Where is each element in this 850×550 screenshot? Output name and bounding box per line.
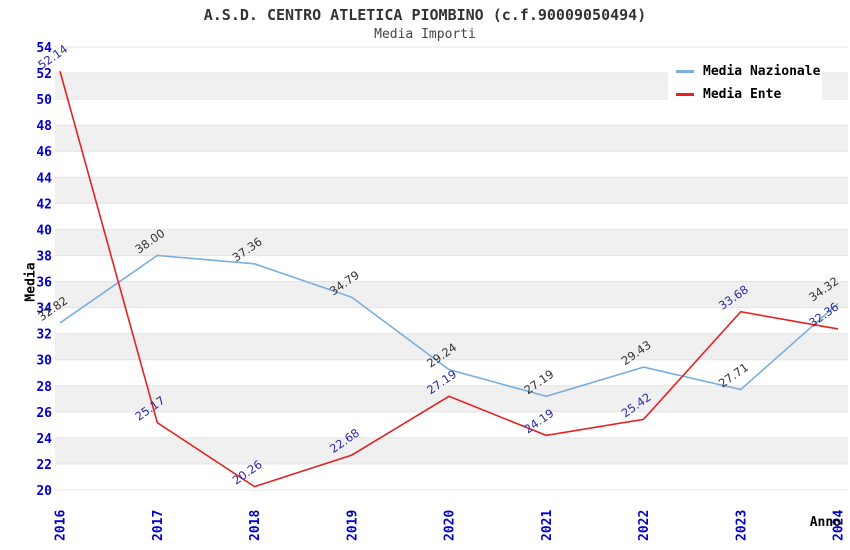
x-tick-label: 2019 bbox=[345, 510, 360, 541]
x-tick-label: 2021 bbox=[540, 510, 555, 541]
legend-swatch-media-ente bbox=[676, 93, 694, 96]
x-tick-label: 2020 bbox=[443, 510, 458, 541]
series-line bbox=[59, 254, 839, 398]
y-tick-label: 34 bbox=[36, 302, 52, 317]
y-tick-label: 40 bbox=[36, 223, 52, 238]
y-tick-label: 28 bbox=[36, 380, 52, 395]
chart-title: A.S.D. CENTRO ATLETICA PIOMBINO (c.f.900… bbox=[203, 6, 647, 24]
y-tick-label: 46 bbox=[36, 145, 52, 160]
plot-band bbox=[55, 255, 848, 282]
plot-band bbox=[55, 151, 848, 178]
plot-band bbox=[55, 203, 848, 230]
plot-band bbox=[55, 411, 848, 438]
y-tick-label: 50 bbox=[36, 93, 52, 108]
y-tick-label: 54 bbox=[36, 41, 52, 56]
plot-band bbox=[55, 359, 848, 386]
plot-band bbox=[55, 437, 848, 464]
plot-band bbox=[55, 385, 848, 412]
y-axis-title: Media bbox=[23, 262, 39, 302]
plot-band bbox=[55, 281, 848, 308]
y-tick-label: 36 bbox=[36, 276, 52, 291]
legend: Media Nazionale Media Ente bbox=[668, 56, 822, 111]
chart-subtitle: Media Importi bbox=[374, 27, 476, 42]
x-tick-label: 2017 bbox=[151, 510, 166, 541]
plot-band bbox=[55, 463, 848, 490]
y-tick-label: 30 bbox=[36, 354, 52, 369]
x-tick-label: 2018 bbox=[248, 510, 263, 541]
legend-label-media-ente: Media Ente bbox=[703, 87, 782, 102]
y-tick-label: 52 bbox=[36, 67, 52, 82]
legend-entry-media-ente: Media Ente bbox=[676, 87, 818, 102]
x-tick-label: 2024 bbox=[832, 510, 847, 541]
plot-band bbox=[55, 125, 848, 152]
y-tick-label: 32 bbox=[36, 328, 52, 343]
y-tick-label: 24 bbox=[36, 432, 52, 447]
legend-swatch-media-nazionale bbox=[676, 70, 694, 73]
plot-band bbox=[55, 229, 848, 256]
plot-band bbox=[55, 333, 848, 360]
x-tick-label: 2022 bbox=[637, 510, 652, 541]
y-tick-label: 42 bbox=[36, 197, 52, 212]
plot-band bbox=[55, 307, 848, 334]
y-tick-label: 48 bbox=[36, 119, 52, 134]
y-tick-label: 20 bbox=[36, 484, 52, 499]
x-tick-label: 2016 bbox=[54, 510, 69, 541]
series-line bbox=[59, 71, 839, 488]
legend-entry-media-nazionale: Media Nazionale bbox=[676, 64, 821, 79]
x-axis-title: Anno bbox=[809, 515, 841, 530]
y-tick-label: 44 bbox=[36, 171, 52, 186]
y-tick-label: 22 bbox=[36, 458, 52, 473]
x-tick-label: 2023 bbox=[734, 510, 749, 541]
y-tick-label: 38 bbox=[36, 249, 52, 264]
y-tick-label: 26 bbox=[36, 406, 52, 421]
plot-band bbox=[55, 177, 848, 204]
legend-label-media-nazionale: Media Nazionale bbox=[703, 64, 821, 79]
